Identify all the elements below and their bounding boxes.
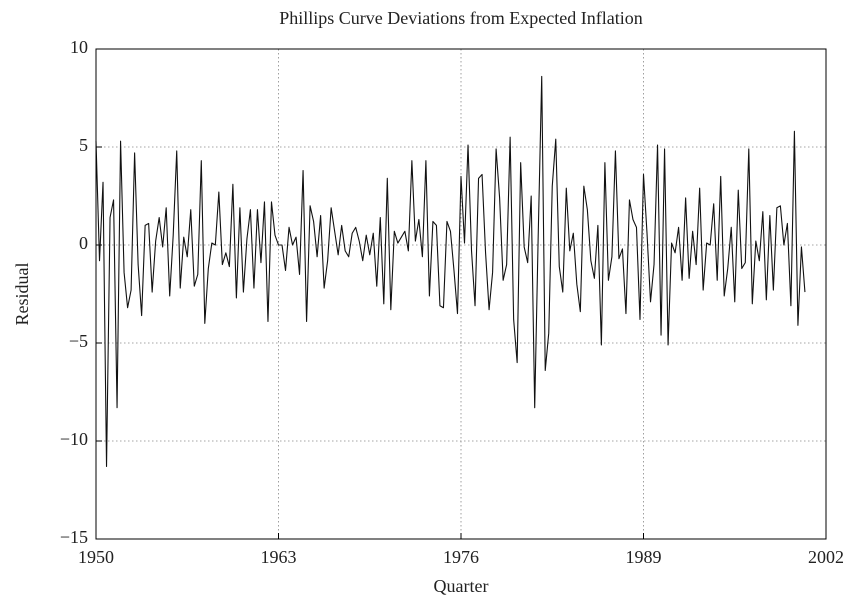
- y-tick-label: 10: [70, 37, 88, 57]
- x-tick-label: 1976: [443, 547, 479, 567]
- y-tick-label: 0: [79, 233, 88, 253]
- x-axis-label: Quarter: [434, 576, 489, 596]
- y-tick-label: −5: [69, 331, 88, 351]
- data-line: [95, 75, 806, 468]
- y-tick-label: 5: [79, 135, 88, 155]
- x-tick-label: 1950: [78, 547, 114, 567]
- x-tick-label: 1963: [261, 547, 297, 567]
- x-tick-label: 2002: [808, 547, 844, 567]
- y-tick-label: −10: [60, 429, 88, 449]
- y-axis-label: Residual: [12, 263, 32, 326]
- plot-frame: [95, 48, 827, 540]
- y-tick-label: −15: [60, 527, 88, 547]
- x-tick-label: 1989: [626, 547, 662, 567]
- chart-title: Phillips Curve Deviations from Expected …: [279, 8, 642, 28]
